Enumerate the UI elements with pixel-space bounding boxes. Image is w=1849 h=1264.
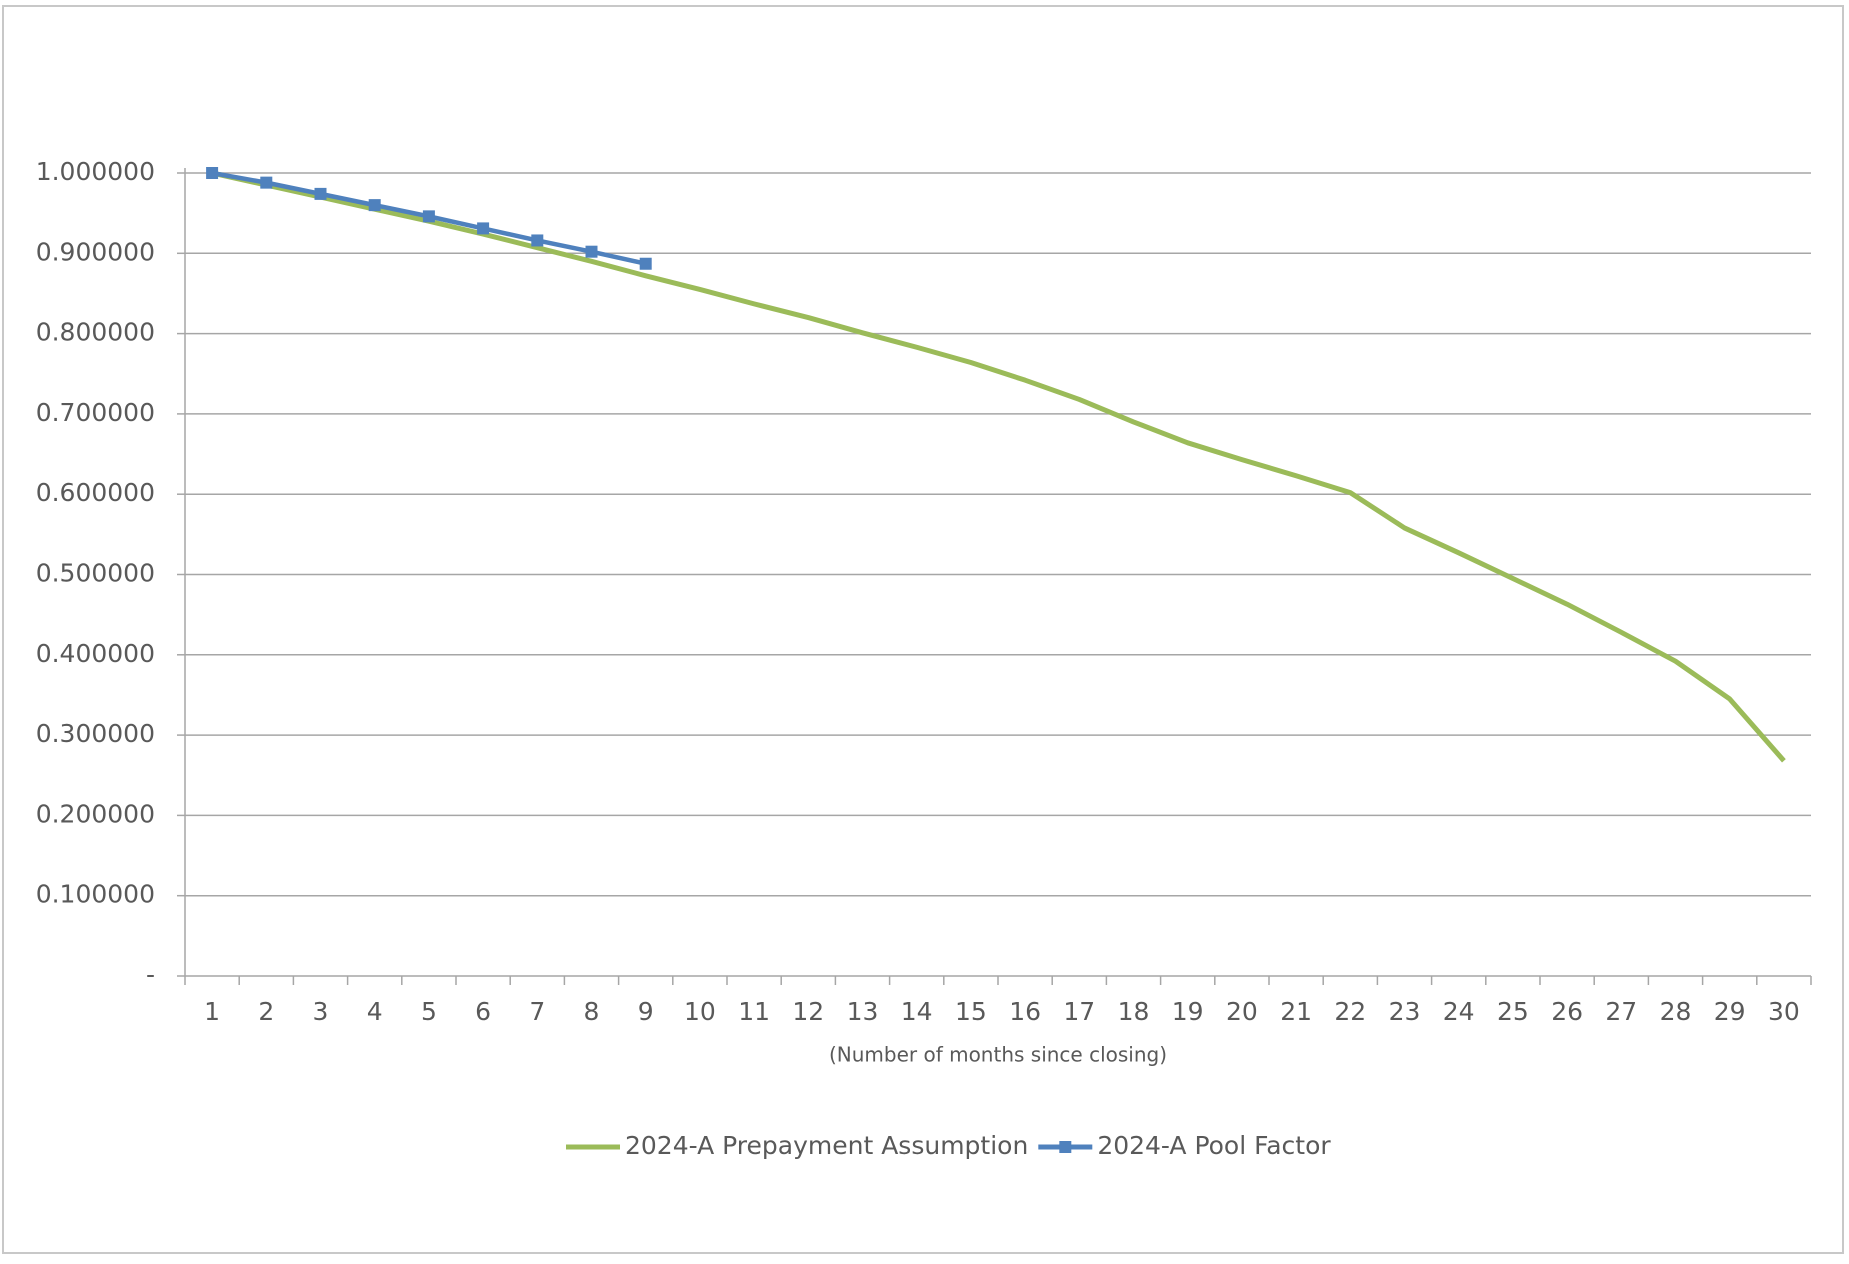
- x-tick-label: 23: [1389, 997, 1421, 1026]
- x-tick-label: 26: [1551, 997, 1583, 1026]
- x-tick-label: 19: [1172, 997, 1204, 1026]
- x-tick-label: 24: [1443, 997, 1475, 1026]
- series-line: [211, 170, 1786, 763]
- y-tick-label: 0.100000: [36, 880, 155, 909]
- y-tick-label: 0.400000: [36, 639, 155, 668]
- marker: [368, 199, 381, 212]
- legend-marker: [1059, 1141, 1072, 1153]
- y-tick-label: 0.600000: [36, 478, 155, 507]
- x-tick-label: 28: [1660, 997, 1692, 1026]
- y-tick-label: 0.300000: [36, 719, 155, 748]
- x-axis-label: (Number of months since closing): [829, 1043, 1167, 1067]
- x-tick-label: 10: [684, 997, 716, 1026]
- marker: [260, 176, 273, 189]
- x-tick-label: 4: [367, 997, 383, 1026]
- x-tick-label: 7: [529, 997, 545, 1026]
- x-tick-label: 1: [204, 997, 220, 1026]
- x-tick-label: 20: [1226, 997, 1258, 1026]
- y-tick-label: 0.700000: [36, 398, 155, 427]
- x-tick-label: 22: [1334, 997, 1366, 1026]
- x-tick-label: 8: [584, 997, 600, 1026]
- x-tick-label: 30: [1768, 997, 1800, 1026]
- y-tick-label: 0.900000: [36, 237, 155, 266]
- x-tick-label: 2: [258, 997, 274, 1026]
- x-tick-label: 3: [313, 997, 329, 1026]
- marker: [639, 257, 652, 270]
- x-tick-label: 6: [475, 997, 491, 1026]
- x-tick-label: 27: [1605, 997, 1637, 1026]
- x-tick-label: 13: [847, 997, 879, 1026]
- x-tick-label: 12: [792, 997, 824, 1026]
- x-tick-label: 29: [1714, 997, 1746, 1026]
- x-tick-label: 15: [955, 997, 987, 1026]
- y-tick-label: -: [146, 960, 155, 989]
- x-tick-label: 9: [638, 997, 654, 1026]
- x-tick-label: 14: [901, 997, 933, 1026]
- y-tick-label: 0.200000: [36, 799, 155, 828]
- x-tick-label: 16: [1009, 997, 1041, 1026]
- legend-label: 2024-A Prepayment Assumption: [625, 1131, 1028, 1160]
- marker: [206, 167, 219, 179]
- marker: [477, 222, 490, 235]
- legend-label: 2024-A Pool Factor: [1097, 1131, 1331, 1160]
- marker: [314, 187, 327, 200]
- x-tick-label: 25: [1497, 997, 1529, 1026]
- x-tick-label: 21: [1280, 997, 1312, 1026]
- x-tick-label: 18: [1118, 997, 1150, 1026]
- marker: [531, 234, 544, 247]
- y-tick-label: 1.000000: [36, 157, 155, 186]
- chart-border: [2, 5, 1844, 1254]
- x-tick-label: 17: [1063, 997, 1095, 1026]
- marker: [422, 210, 435, 223]
- x-tick-label: 5: [421, 997, 437, 1026]
- marker: [585, 245, 598, 258]
- y-tick-label: 0.800000: [36, 318, 155, 347]
- x-tick-label: 11: [738, 997, 770, 1026]
- y-tick-label: 0.500000: [36, 559, 155, 588]
